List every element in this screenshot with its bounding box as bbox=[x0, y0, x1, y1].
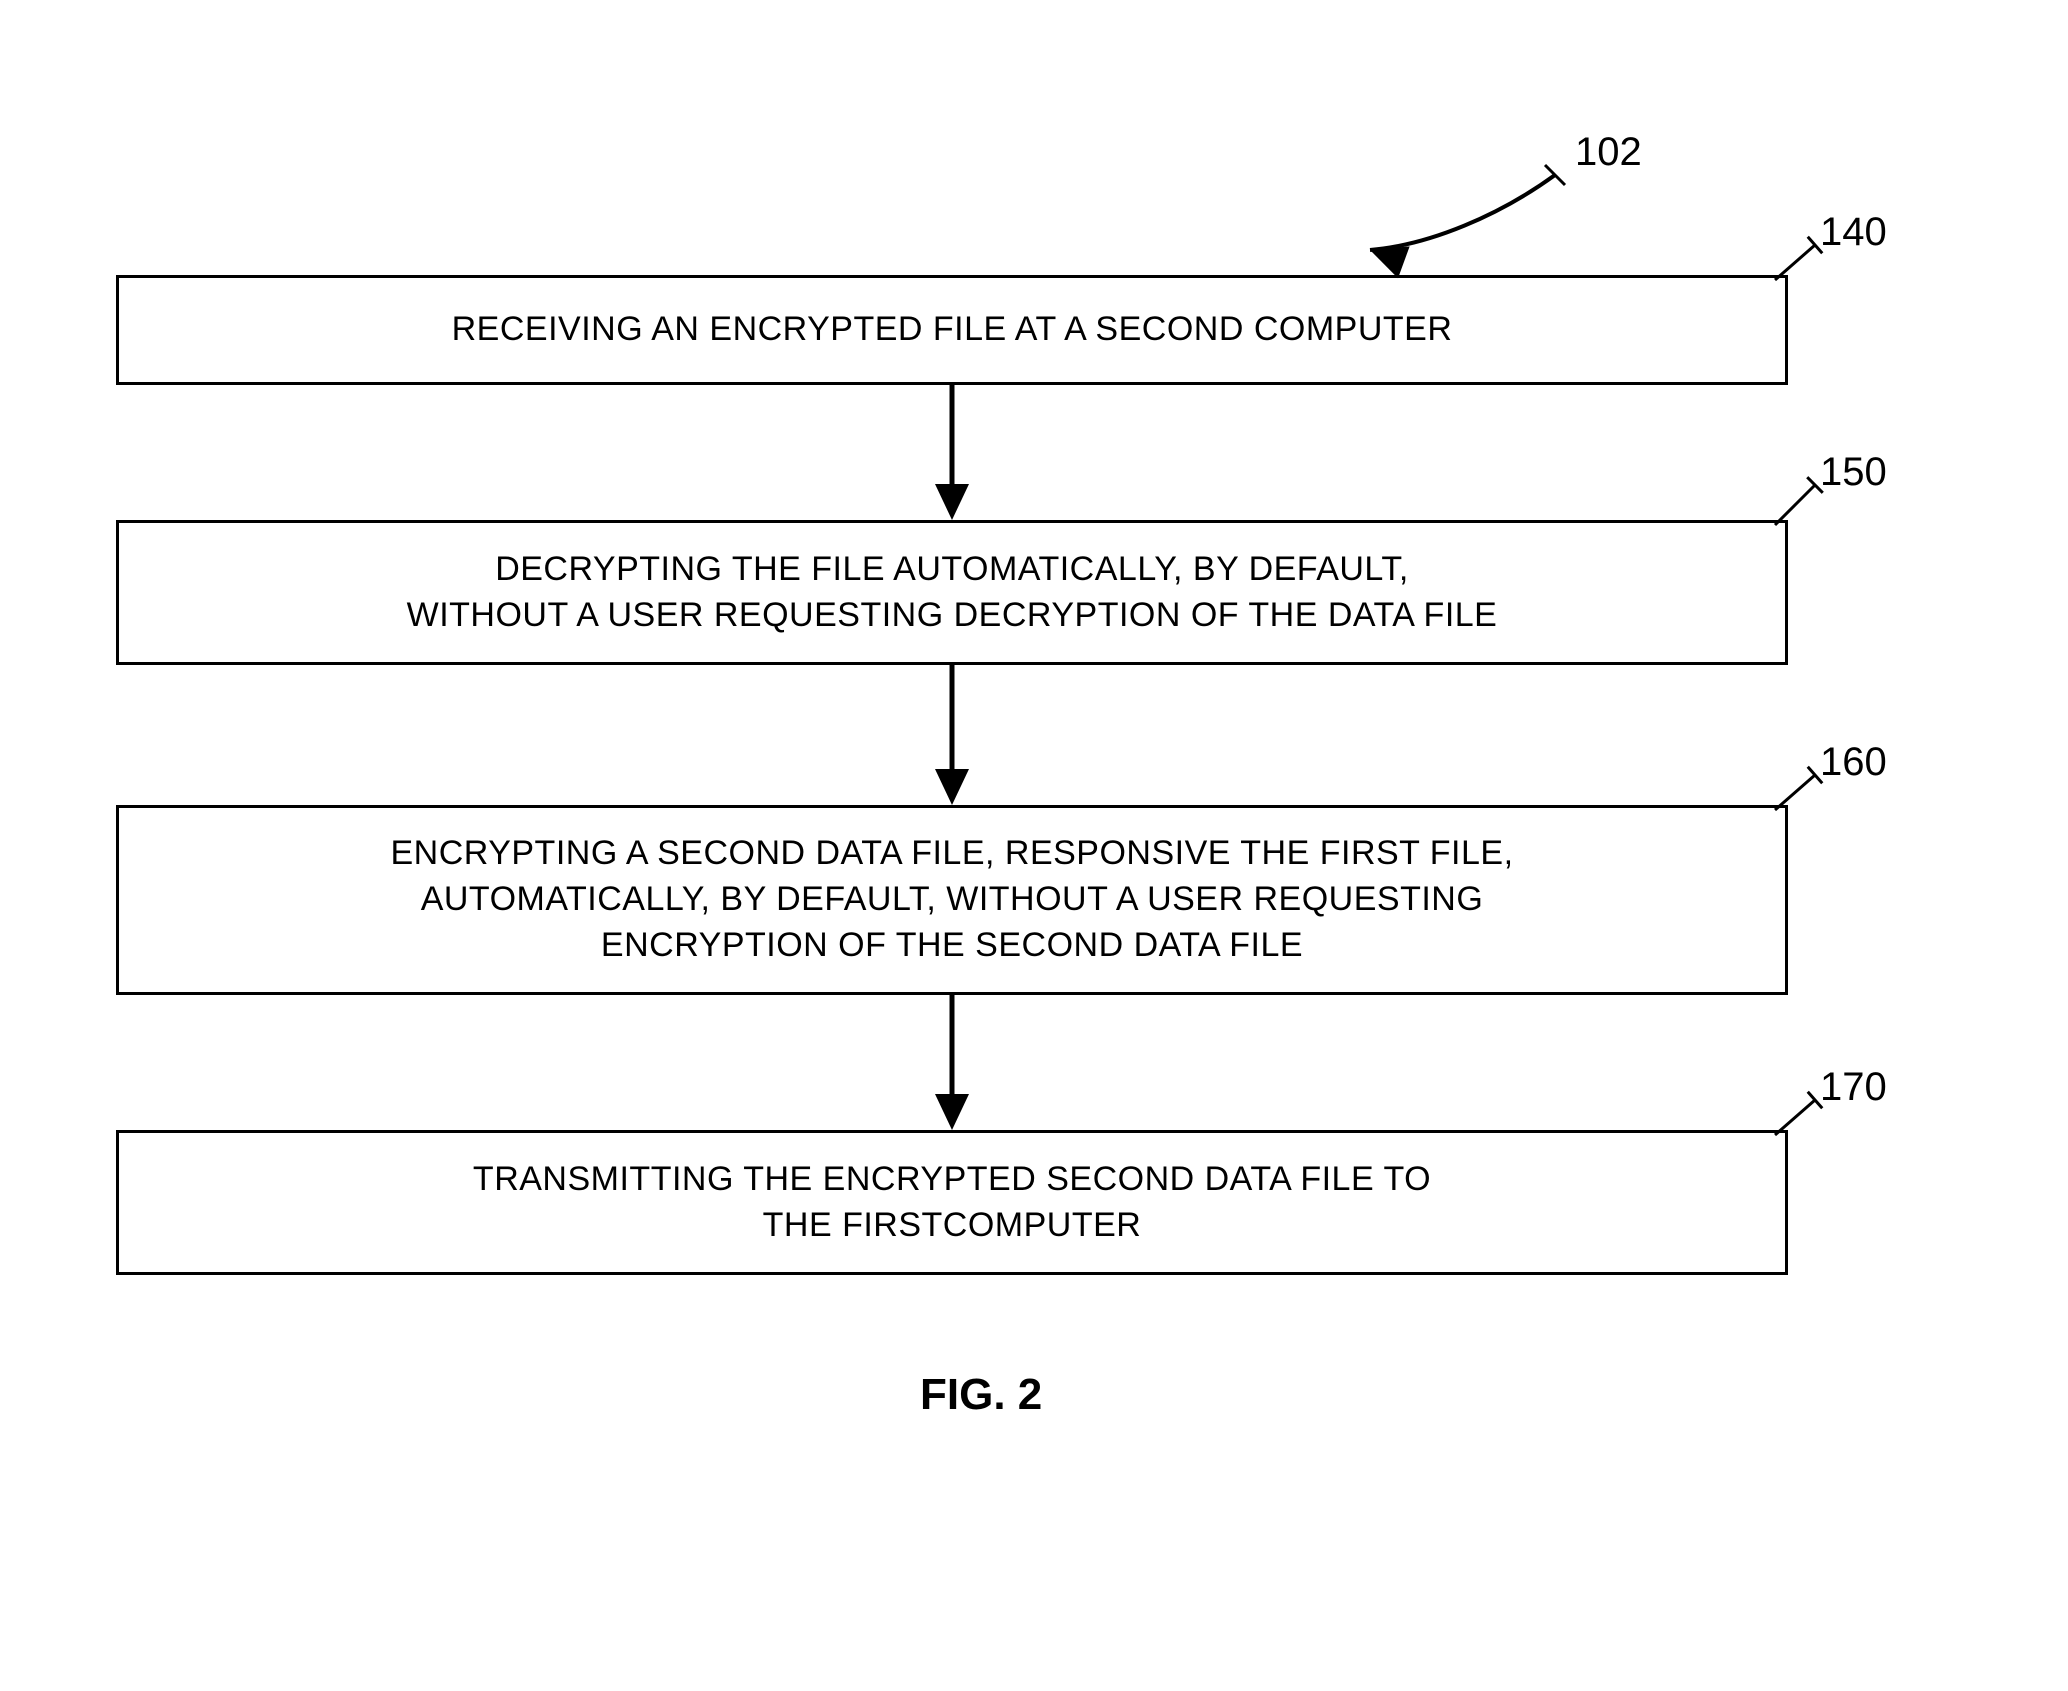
flow-step-160: ENCRYPTING A SECOND DATA FILE, RESPONSIV… bbox=[116, 805, 1788, 995]
flow-step-text: TRANSMITTING THE ENCRYPTED SECOND DATA F… bbox=[453, 1157, 1451, 1249]
ref-label-160: 160 bbox=[1820, 740, 1887, 785]
flow-step-text: DECRYPTING THE FILE AUTOMATICALLY, BY DE… bbox=[387, 547, 1518, 639]
ref-label-150: 150 bbox=[1820, 450, 1887, 495]
ref-label-102: 102 bbox=[1575, 130, 1642, 175]
flow-step-140: RECEIVING AN ENCRYPTED FILE AT A SECOND … bbox=[116, 275, 1788, 385]
figure-caption: FIG. 2 bbox=[920, 1370, 1042, 1420]
flowchart-canvas: 102 RECEIVING AN ENCRYPTED FILE AT A SEC… bbox=[0, 0, 2068, 1691]
flow-step-150: DECRYPTING THE FILE AUTOMATICALLY, BY DE… bbox=[116, 520, 1788, 665]
flow-step-text: ENCRYPTING A SECOND DATA FILE, RESPONSIV… bbox=[370, 831, 1533, 969]
ref-label-170: 170 bbox=[1820, 1065, 1887, 1110]
flow-step-text: RECEIVING AN ENCRYPTED FILE AT A SECOND … bbox=[432, 307, 1473, 353]
flow-step-170: TRANSMITTING THE ENCRYPTED SECOND DATA F… bbox=[116, 1130, 1788, 1275]
ref-label-140: 140 bbox=[1820, 210, 1887, 255]
